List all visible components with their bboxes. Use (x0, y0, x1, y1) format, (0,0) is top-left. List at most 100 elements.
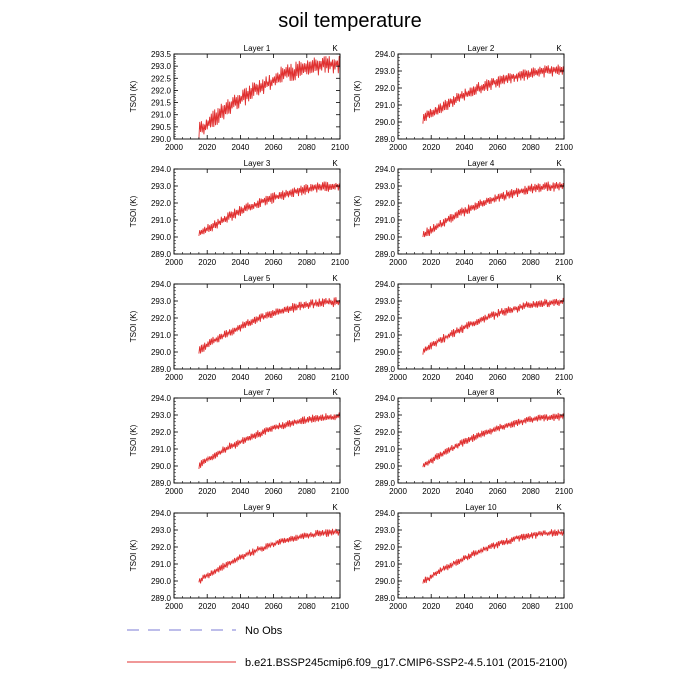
y-tick-label: 293.0 (375, 297, 396, 306)
y-tick-label: 294.0 (151, 394, 172, 403)
y-tick-label: 291.0 (375, 560, 396, 569)
x-tick-label: 2000 (389, 258, 407, 267)
y-axis-label: TSOI (K) (129, 539, 138, 571)
panel-title: Layer 6 (468, 274, 495, 283)
panel-unit-label: K (556, 44, 562, 53)
x-tick-label: 2060 (265, 487, 283, 496)
panel-frame (397, 397, 565, 484)
y-tick-label: 294.0 (375, 280, 396, 289)
panel-unit-label: K (332, 503, 338, 512)
x-tick-label: 2020 (198, 258, 216, 267)
x-tick-label: 2020 (422, 602, 440, 611)
x-tick-label: 2080 (298, 602, 316, 611)
x-tick-label: 2040 (456, 602, 474, 611)
panel-title: Layer 1 (244, 44, 271, 53)
x-tick-label: 2100 (331, 258, 349, 267)
y-tick-label: 291.0 (375, 101, 396, 110)
y-tick-label: 289.0 (375, 135, 396, 144)
y-tick-label: 290.0 (151, 348, 172, 357)
x-tick-label: 2060 (489, 143, 507, 152)
y-tick-label: 293.0 (375, 526, 396, 535)
y-tick-label: 289.0 (375, 250, 396, 259)
x-tick-label: 2040 (456, 258, 474, 267)
panel-unit-label: K (556, 159, 562, 168)
x-tick-label: 2060 (265, 143, 283, 152)
x-tick-label: 2060 (265, 602, 283, 611)
x-tick-label: 2080 (298, 373, 316, 382)
series-line (198, 181, 340, 236)
y-tick-label: 290.0 (375, 118, 396, 127)
series-line (422, 529, 564, 584)
x-tick-label: 2080 (522, 143, 540, 152)
x-tick-label: 2100 (331, 602, 349, 611)
panel-layer-7: Layer 7 K 2000 2020 2040 2060 2080 2100 289.0 290… (129, 388, 349, 496)
y-tick-label: 293.0 (151, 526, 172, 535)
y-tick-label: 294.0 (375, 394, 396, 403)
panel-frame (397, 512, 565, 599)
x-tick-label: 2020 (422, 258, 440, 267)
x-tick-label: 2040 (232, 143, 250, 152)
y-tick-label: 292.0 (375, 199, 396, 208)
x-tick-label: 2080 (522, 487, 540, 496)
y-tick-label: 291.5 (151, 99, 172, 108)
panel-unit-label: K (332, 388, 338, 397)
x-tick-label: 2040 (456, 487, 474, 496)
y-tick-label: 293.0 (375, 411, 396, 420)
x-tick-label: 2020 (422, 373, 440, 382)
panel-unit-label: K (332, 159, 338, 168)
y-tick-label: 289.0 (151, 479, 172, 488)
y-tick-label: 294.0 (151, 509, 172, 518)
series-line (422, 181, 564, 238)
y-tick-label: 291.0 (151, 216, 172, 225)
legend-obs-label: No Obs (245, 625, 283, 637)
x-tick-label: 2000 (389, 602, 407, 611)
x-tick-label: 2100 (555, 373, 573, 382)
x-tick-label: 2100 (555, 487, 573, 496)
y-axis-label: TSOI (K) (129, 195, 138, 227)
x-tick-label: 2040 (232, 373, 250, 382)
series-line (422, 297, 564, 355)
x-tick-label: 2000 (165, 258, 183, 267)
y-tick-label: 293.0 (151, 297, 172, 306)
y-axis-label: TSOI (K) (129, 80, 138, 112)
panel-title: Layer 7 (244, 388, 271, 397)
y-tick-label: 293.0 (151, 182, 172, 191)
x-tick-label: 2080 (298, 487, 316, 496)
y-axis-label: TSOI (K) (353, 310, 362, 342)
x-tick-label: 2000 (165, 487, 183, 496)
y-tick-label: 290.0 (375, 348, 396, 357)
y-axis-label: TSOI (K) (353, 80, 362, 112)
x-tick-label: 2020 (422, 143, 440, 152)
x-tick-label: 2100 (555, 258, 573, 267)
x-tick-label: 2100 (331, 487, 349, 496)
y-tick-label: 292.0 (151, 314, 172, 323)
y-tick-label: 289.0 (151, 594, 172, 603)
panel-title: Layer 4 (468, 159, 495, 168)
panel-frame (173, 283, 341, 370)
panel-title: Layer 5 (244, 274, 271, 283)
series-line (198, 297, 340, 354)
panel-title: Layer 9 (244, 503, 271, 512)
y-tick-label: 292.0 (151, 543, 172, 552)
panel-layer-4: Layer 4 K 2000 2020 2040 2060 2080 2100 289.0 290… (353, 159, 573, 267)
x-tick-label: 2100 (555, 143, 573, 152)
x-tick-label: 2040 (232, 602, 250, 611)
panel-frame (173, 397, 341, 484)
figure-title: soil temperature (278, 10, 421, 32)
x-tick-label: 2020 (422, 487, 440, 496)
y-tick-label: 289.0 (375, 594, 396, 603)
y-axis-label: TSOI (K) (129, 310, 138, 342)
panel-frame (173, 168, 341, 255)
x-tick-label: 2080 (298, 143, 316, 152)
series-line (198, 528, 340, 584)
panel-unit-label: K (556, 274, 562, 283)
y-tick-label: 291.0 (375, 331, 396, 340)
y-tick-label: 291.0 (151, 445, 172, 454)
series-line (198, 412, 340, 469)
legend: No Obs b.e21.BSSP245cmip6.f09_g17.CMIP6-… (127, 625, 567, 669)
y-tick-label: 290.0 (151, 577, 172, 586)
series-line (422, 412, 564, 468)
panel-layer-9: Layer 9 K 2000 2020 2040 2060 2080 2100 289.0 290… (129, 503, 349, 611)
y-tick-label: 292.0 (151, 428, 172, 437)
